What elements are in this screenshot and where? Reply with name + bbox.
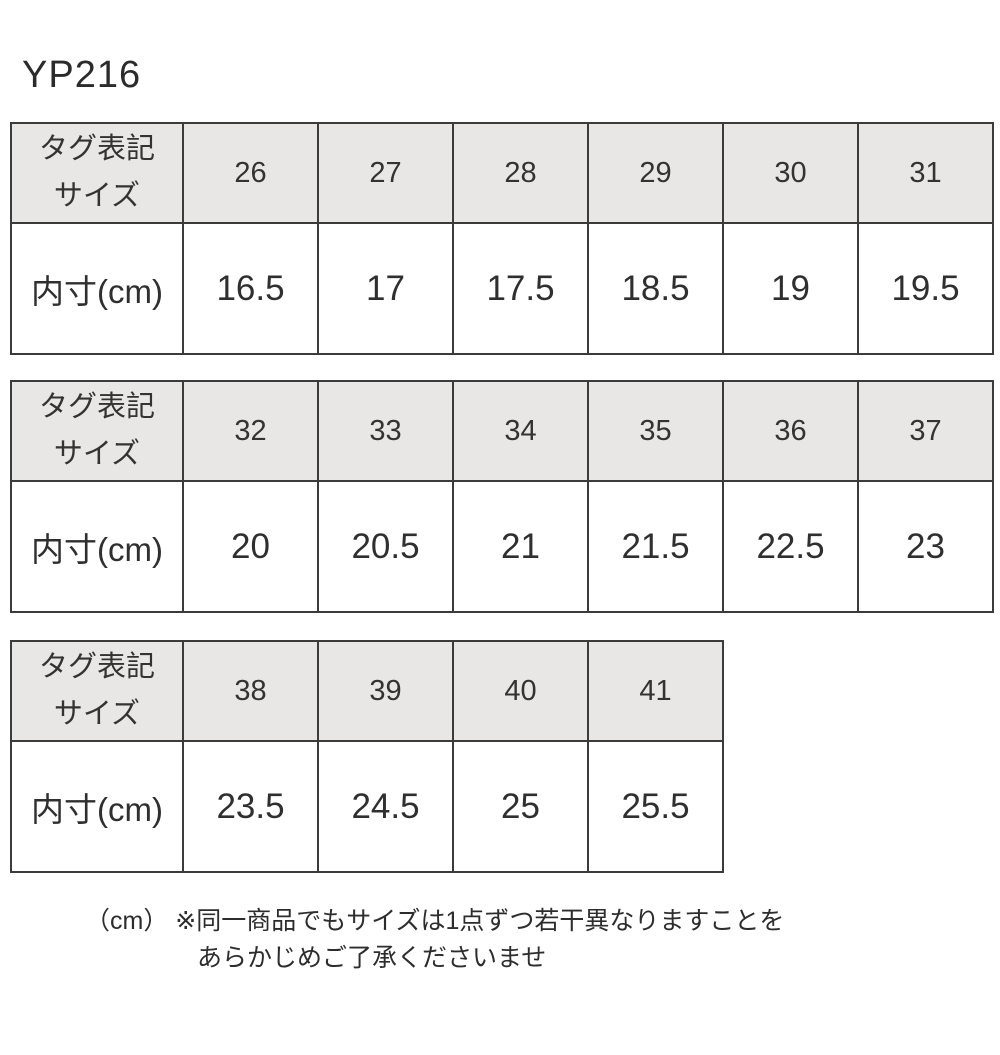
- size-header-cell: 35: [639, 414, 672, 447]
- size-header-cell: 32: [234, 414, 267, 447]
- table-row: タグ表記 サイズ 38 39 40 41: [10, 640, 724, 742]
- size-header-cell: 34: [504, 414, 537, 447]
- measurement-cell: 21: [501, 526, 540, 566]
- measurement-cell: 23.5: [216, 786, 285, 826]
- size-header-cell: 31: [909, 156, 942, 189]
- measurement-cell: 17: [366, 268, 405, 308]
- page-title: YP216: [22, 54, 142, 96]
- measurement-cell: 21.5: [621, 526, 690, 566]
- tag-size-header-label: タグ表記 サイズ: [38, 133, 155, 212]
- table-row: 内寸(cm) 23.5 24.5 25 25.5: [10, 740, 724, 873]
- measurement-cell: 24.5: [351, 786, 420, 826]
- tag-size-header-label: タグ表記 サイズ: [38, 651, 155, 730]
- size-header-cell: 33: [369, 414, 402, 447]
- size-table-38-41: タグ表記 サイズ 38 39 40 41 内寸(cm) 23.5 24.5 25…: [10, 640, 724, 873]
- size-header-cell: 26: [234, 156, 267, 189]
- size-header-cell: 40: [504, 674, 537, 707]
- size-table-32-37: タグ表記 サイズ 32 33 34 35 36 37 内寸(cm) 20 20.…: [10, 380, 994, 613]
- table-row: 内寸(cm) 16.5 17 17.5 18.5 19 19.5: [10, 222, 994, 355]
- table-row: 内寸(cm) 20 20.5 21 21.5 22.5 23: [10, 480, 994, 613]
- size-header-cell: 30: [774, 156, 807, 189]
- inner-length-row-label: 内寸(cm): [31, 272, 163, 310]
- footnote: （cm） ※同一商品でもサイズは1点ずつ若干異なりますことを あらかじめご了承く…: [0, 903, 1000, 977]
- measurement-cell: 20: [231, 526, 270, 566]
- measurement-cell: 16.5: [216, 268, 285, 308]
- size-header-cell: 37: [909, 414, 942, 447]
- size-table-26-31: タグ表記 サイズ 26 27 28 29 30 31 内寸(cm) 16.5 1…: [10, 122, 994, 355]
- measurement-cell: 19.5: [891, 268, 960, 308]
- measurement-cell: 25.5: [621, 786, 690, 826]
- inner-length-row-label: 内寸(cm): [31, 530, 163, 568]
- measurement-cell: 23: [906, 526, 945, 566]
- size-header-cell: 28: [504, 156, 537, 189]
- tag-size-header-label: タグ表記 サイズ: [38, 391, 155, 470]
- size-header-cell: 39: [369, 674, 402, 707]
- size-chart-page: YP216 タグ表記 サイズ 26 27 28 29 30 31 内寸(cm) …: [0, 55, 1000, 1055]
- size-header-cell: 27: [369, 156, 402, 189]
- measurement-cell: 18.5: [621, 268, 690, 308]
- table-row: タグ表記 サイズ 32 33 34 35 36 37: [10, 380, 994, 482]
- size-header-cell: 36: [774, 414, 807, 447]
- inner-length-row-label: 内寸(cm): [31, 790, 163, 828]
- size-header-cell: 29: [639, 156, 672, 189]
- footnote-line-1: （cm） ※同一商品でもサイズは1点ずつ若干異なりますことを: [85, 907, 785, 935]
- table-row: タグ表記 サイズ 26 27 28 29 30 31: [10, 122, 994, 224]
- measurement-cell: 19: [771, 268, 810, 308]
- size-header-cell: 41: [639, 674, 672, 707]
- footnote-line-2: あらかじめご了承くださいませ: [197, 944, 547, 972]
- measurement-cell: 20.5: [351, 526, 420, 566]
- measurement-cell: 17.5: [486, 268, 555, 308]
- measurement-cell: 25: [501, 786, 540, 826]
- measurement-cell: 22.5: [756, 526, 825, 566]
- size-header-cell: 38: [234, 674, 267, 707]
